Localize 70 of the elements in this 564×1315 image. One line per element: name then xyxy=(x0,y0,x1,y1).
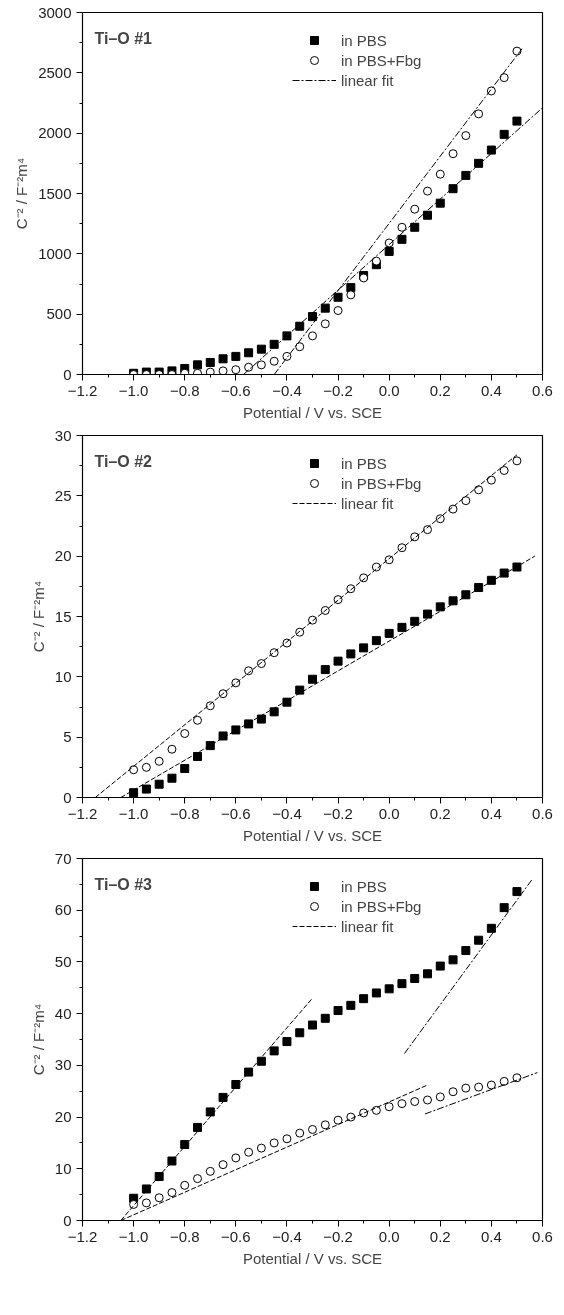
y-tick-label: 20 xyxy=(54,547,72,565)
x-tick-label: −0.4 xyxy=(272,804,302,822)
x-tick-label: 0.4 xyxy=(480,1227,502,1245)
x-tick-label: −1.2 xyxy=(67,1227,98,1245)
x-axis-title: Potential / V vs. SCE xyxy=(242,1249,383,1267)
x-tick-label: −0.6 xyxy=(221,381,251,399)
x-tick-label: −0.8 xyxy=(169,381,200,399)
x-tick-label: −0.2 xyxy=(323,1227,353,1245)
x-tick-label: 0.0 xyxy=(378,381,400,399)
x-tick-label: −0.6 xyxy=(221,1227,251,1245)
text: Ti–O #3 xyxy=(94,875,153,893)
y-tick-label: 3000 xyxy=(38,3,72,21)
y-tick-label: 25 xyxy=(54,486,72,504)
y-tick-label: 5 xyxy=(63,728,72,746)
y-tick-label: 30 xyxy=(54,426,72,444)
y-tick-label: 1500 xyxy=(38,184,72,202)
x-tick-label: −1.0 xyxy=(118,804,149,822)
x-tick-label: 0.2 xyxy=(429,1227,451,1245)
x-tick-label: −1.2 xyxy=(67,804,98,822)
x-tick-label: −0.2 xyxy=(323,804,353,822)
legend-label: in PBS xyxy=(341,454,387,472)
y-tick-label: 0 xyxy=(63,365,72,383)
y-tick-label: 2500 xyxy=(38,63,72,81)
x-tick-label: −0.4 xyxy=(272,1227,302,1245)
x-tick-label: 0.6 xyxy=(532,1227,553,1245)
x-tick-label: 0.4 xyxy=(480,381,502,399)
y-tick-label: 50 xyxy=(54,952,72,970)
legend-label: in PBS+Fbg xyxy=(341,51,422,69)
legend-label: linear fit xyxy=(341,917,394,935)
x-tick-label: 0.4 xyxy=(480,804,502,822)
x-tick-label: −0.6 xyxy=(221,804,251,822)
text: Ti–O #2 xyxy=(94,452,153,470)
x-tick-label: −1.0 xyxy=(118,381,149,399)
y-axis-title: C⁻² / F⁻²m⁴ xyxy=(13,157,31,230)
y-tick-label: 10 xyxy=(54,1159,72,1177)
y-tick-label: 500 xyxy=(46,305,72,323)
y-tick-label: 0 xyxy=(63,788,72,806)
x-tick-label: −1.2 xyxy=(67,381,98,399)
x-tick-label: −1.0 xyxy=(118,1227,149,1245)
y-tick-label: 0 xyxy=(63,1211,72,1229)
y-tick-label: 15 xyxy=(54,607,72,625)
y-tick-label: 20 xyxy=(54,1108,72,1126)
x-tick-label: 0.2 xyxy=(429,381,451,399)
y-axis-title: C⁻² / F⁻²m⁴ xyxy=(29,580,47,653)
x-tick-label: 0.6 xyxy=(532,804,553,822)
x-tick-label: −0.8 xyxy=(169,1227,200,1245)
legend-label: linear fit xyxy=(341,494,394,512)
y-tick-label: 40 xyxy=(54,1004,72,1022)
x-tick-label: −0.8 xyxy=(169,804,200,822)
y-tick-label: 10 xyxy=(54,667,72,685)
legend-label: in PBS xyxy=(341,877,387,895)
y-tick-label: 2000 xyxy=(38,124,72,142)
y-tick-label: 1000 xyxy=(38,244,72,262)
x-tick-label: 0.0 xyxy=(378,1227,400,1245)
x-tick-label: −0.2 xyxy=(323,381,353,399)
x-tick-label: 0.0 xyxy=(378,804,400,822)
legend-label: in PBS xyxy=(341,31,387,49)
legend-label: in PBS+Fbg xyxy=(341,897,422,915)
y-tick-label: 70 xyxy=(54,849,72,867)
text: Ti–O #1 xyxy=(94,29,153,47)
y-tick-label: 30 xyxy=(54,1056,72,1074)
y-tick-label: 60 xyxy=(54,901,72,919)
legend-label: linear fit xyxy=(341,71,394,89)
x-tick-label: 0.2 xyxy=(429,804,451,822)
x-tick-label: 0.6 xyxy=(532,381,553,399)
legend-label: in PBS+Fbg xyxy=(341,474,422,492)
x-tick-label: −0.4 xyxy=(272,381,302,399)
x-axis-title: Potential / V vs. SCE xyxy=(242,826,383,844)
y-axis-title: C⁻² / F⁻²m⁴ xyxy=(29,1003,47,1076)
x-axis-title: Potential / V vs. SCE xyxy=(242,403,383,421)
